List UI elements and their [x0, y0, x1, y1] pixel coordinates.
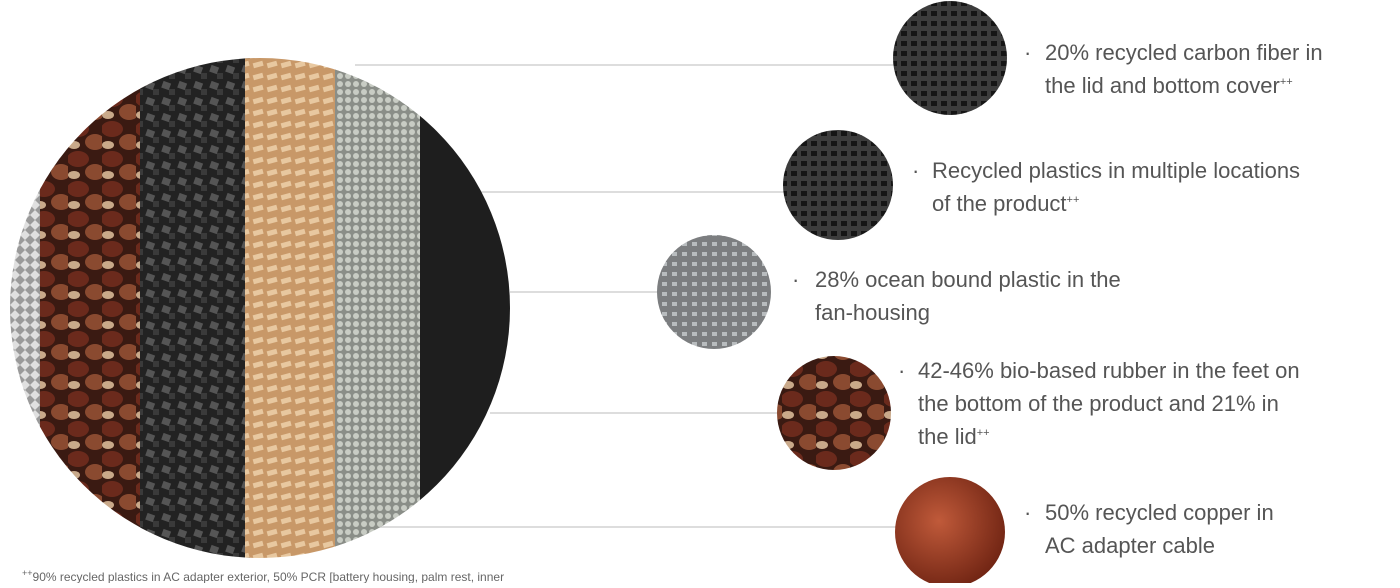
- materials-photo: [10, 58, 510, 558]
- footnote-sup: ++: [22, 568, 33, 578]
- plastics-photo: [783, 130, 893, 240]
- connector-lines: [355, 64, 898, 528]
- item-sup: ++: [1067, 194, 1080, 206]
- item-text: the lid++: [918, 424, 990, 449]
- item-text: the lid and bottom cover++: [1045, 73, 1293, 98]
- carbon-fiber-photo: [893, 1, 1007, 115]
- bullet: ·: [1024, 40, 1031, 65]
- item-line: 20% recycled carbon fiber in: [1045, 40, 1323, 65]
- item-line: Recycled plastics in multiple locations: [932, 158, 1300, 183]
- bullet: ·: [1024, 500, 1031, 525]
- item-text: fan-housing: [815, 300, 930, 325]
- bullet: ·: [898, 358, 905, 383]
- item-text: 20% recycled carbon fiber in: [1045, 40, 1323, 65]
- bullet: ·: [912, 158, 919, 183]
- item-text: of the product++: [932, 191, 1079, 216]
- item-text: 50% recycled copper in: [1045, 500, 1274, 525]
- item-line: 28% ocean bound plastic in the: [815, 267, 1121, 292]
- item-text: 42-46% bio-based rubber in the feet on: [918, 358, 1300, 383]
- item-sup: ++: [977, 427, 990, 439]
- item-line: the bottom of the product and 21% in: [918, 391, 1279, 416]
- item-line: 42-46% bio-based rubber in the feet on: [918, 358, 1300, 383]
- item-line: the lid: [918, 424, 977, 449]
- item-line: the lid and bottom cover: [1045, 73, 1280, 98]
- ocean-plastic-photo: [657, 235, 771, 349]
- item-text: the bottom of the product and 21% in: [918, 391, 1279, 416]
- footnote: ++90% recycled plastics in AC adapter ex…: [22, 568, 504, 583]
- item-text: Recycled plastics in multiple locations: [932, 158, 1300, 183]
- item-sup: ++: [1280, 76, 1293, 88]
- footnote-text: 90% recycled plastics in AC adapter exte…: [33, 570, 505, 583]
- items: 20% recycled carbon fiber in the lid and …: [815, 40, 1323, 558]
- item-line: 50% recycled copper in: [1045, 500, 1274, 525]
- bullets: · · · · ·: [792, 40, 1031, 525]
- item-text: AC adapter cable: [1045, 533, 1215, 558]
- copper-photo: [895, 477, 1005, 587]
- bullet: ·: [792, 267, 799, 292]
- bio-rubber-photo: [777, 356, 891, 470]
- item-text: 28% ocean bound plastic in the: [815, 267, 1121, 292]
- item-line: AC adapter cable: [1045, 533, 1215, 558]
- item-line: fan-housing: [815, 300, 930, 325]
- item-line: of the product: [932, 191, 1067, 216]
